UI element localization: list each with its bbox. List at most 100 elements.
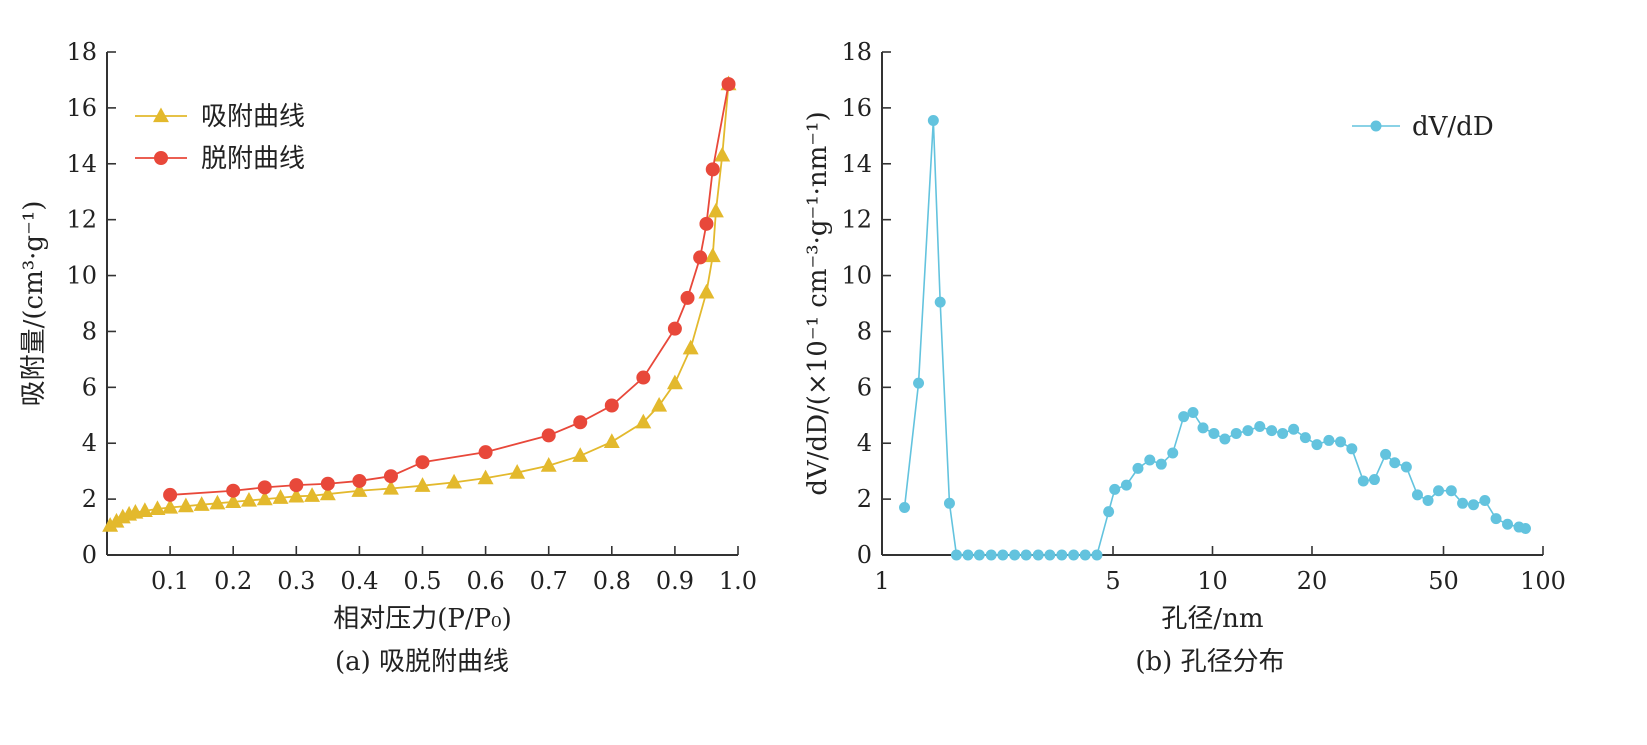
data-point-circle — [257, 480, 272, 495]
data-point-circle — [934, 296, 946, 308]
x-tick-label: 0.1 — [151, 567, 189, 595]
x-tick-label: 50 — [1428, 567, 1459, 595]
data-point-circle — [604, 398, 619, 413]
data-point-circle — [985, 549, 997, 561]
data-point-triangle — [666, 374, 683, 390]
legend-label: 脱附曲线 — [201, 144, 305, 174]
y-tick-label: 16 — [66, 94, 97, 122]
data-point-circle — [1068, 549, 1080, 561]
data-point-circle — [1519, 522, 1531, 534]
data-point-circle — [320, 476, 335, 491]
data-point-triangle — [193, 496, 210, 511]
data-point-triangle — [256, 490, 273, 506]
data-point-triangle — [304, 487, 321, 502]
data-point-circle — [1323, 434, 1335, 446]
data-point-circle — [1187, 406, 1199, 418]
data-point-circle — [1178, 411, 1190, 423]
legend-marker — [153, 107, 169, 123]
data-point-circle — [383, 469, 398, 484]
y-tick-label: 14 — [66, 150, 97, 178]
y-tick-label: 10 — [66, 262, 97, 290]
data-point-circle — [1091, 549, 1103, 561]
data-point-triangle — [351, 482, 368, 497]
data-point-circle — [1299, 432, 1311, 444]
data-point-triangle — [707, 202, 724, 218]
data-point-triangle — [540, 457, 557, 472]
y-tick-label: 0 — [857, 541, 872, 569]
data-point-circle — [1311, 439, 1323, 451]
data-point-circle — [913, 377, 925, 389]
data-point-triangle — [272, 489, 289, 504]
x-tick-label: 1.0 — [719, 567, 757, 595]
data-point-circle — [1144, 454, 1156, 466]
data-point-circle — [1242, 425, 1254, 437]
x-tick-label: 0.2 — [214, 567, 252, 595]
data-point-circle — [289, 478, 304, 493]
data-point-circle — [415, 455, 430, 470]
data-point-circle — [1277, 427, 1289, 439]
y-axis-title: 吸附量/(cm³·g⁻¹) — [19, 201, 49, 407]
data-point-circle — [1230, 427, 1242, 439]
data-point-triangle — [714, 146, 731, 162]
data-point-circle — [1009, 549, 1021, 561]
data-point-circle — [950, 549, 962, 561]
y-tick-label: 10 — [841, 262, 872, 290]
data-point-triangle — [414, 477, 431, 492]
legend-marker — [154, 151, 168, 165]
data-point-triangle — [177, 497, 194, 513]
legend-label: dV/dD — [1412, 112, 1494, 142]
data-point-circle — [1335, 436, 1347, 448]
data-point-circle — [573, 415, 588, 430]
y-tick-label: 12 — [66, 206, 97, 234]
data-point-circle — [962, 549, 974, 561]
data-point-circle — [927, 114, 939, 126]
data-point-circle — [1079, 549, 1091, 561]
data-point-circle — [1120, 479, 1132, 491]
y-tick-label: 2 — [82, 485, 97, 513]
data-point-circle — [1357, 475, 1369, 487]
data-point-circle — [1467, 499, 1479, 511]
data-point-circle — [943, 497, 955, 509]
data-point-circle — [1155, 458, 1167, 470]
data-point-circle — [1368, 474, 1380, 486]
data-point-circle — [1254, 420, 1266, 432]
data-point-circle — [1479, 495, 1491, 507]
data-point-circle — [1411, 489, 1423, 501]
data-point-circle — [699, 216, 714, 231]
data-point-triangle — [241, 491, 257, 507]
x-tick-label: 0.8 — [593, 567, 631, 595]
legend-label: 吸附曲线 — [201, 102, 305, 132]
x-tick-label: 5 — [1105, 567, 1120, 595]
data-point-triangle — [162, 498, 179, 514]
y-tick-label: 12 — [841, 206, 872, 234]
data-point-circle — [226, 483, 241, 498]
data-point-circle — [1197, 422, 1209, 434]
data-point-triangle — [319, 485, 336, 501]
data-point-triangle — [149, 500, 166, 516]
data-point-triangle — [136, 502, 153, 517]
legend-entry: 脱附曲线 — [135, 144, 305, 174]
y-tick-label: 8 — [857, 317, 872, 345]
data-point-circle — [1266, 425, 1278, 437]
panel-b-pore-distribution-chart: 0 2 4 6 8 10 12 14 16 18 1 5 10 20 50 100 孔径/nm dV/dD/(×1… — [803, 38, 1566, 677]
data-point-circle — [1044, 549, 1056, 561]
x-tick-label: 100 — [1520, 567, 1566, 595]
x-tick-label: 0.4 — [340, 567, 378, 595]
series-2 — [163, 77, 736, 502]
data-point-triangle — [209, 494, 226, 510]
y-tick-label: 18 — [66, 38, 97, 66]
x-tick-label: 0.5 — [403, 567, 441, 595]
panel-a-adsorption-chart: 0 2 4 6 8 10 12 14 16 18 0.1 0.2 0.3 0.4 0.5 0.6 0.7 0.8 0… — [19, 38, 757, 677]
data-point-triangle — [704, 247, 721, 263]
data-point-circle — [1445, 485, 1457, 497]
data-point-circle — [1020, 549, 1032, 561]
x-tick-label: 0.7 — [530, 567, 568, 595]
data-point-circle — [636, 370, 651, 385]
data-point-circle — [1502, 518, 1514, 530]
data-point-triangle — [288, 487, 305, 503]
y-axis-title: dV/dD/(×10⁻¹ cm⁻³·g⁻¹·nm⁻¹) — [803, 111, 833, 495]
data-point-circle — [1400, 461, 1412, 473]
x-tick-label: 0.3 — [277, 567, 315, 595]
